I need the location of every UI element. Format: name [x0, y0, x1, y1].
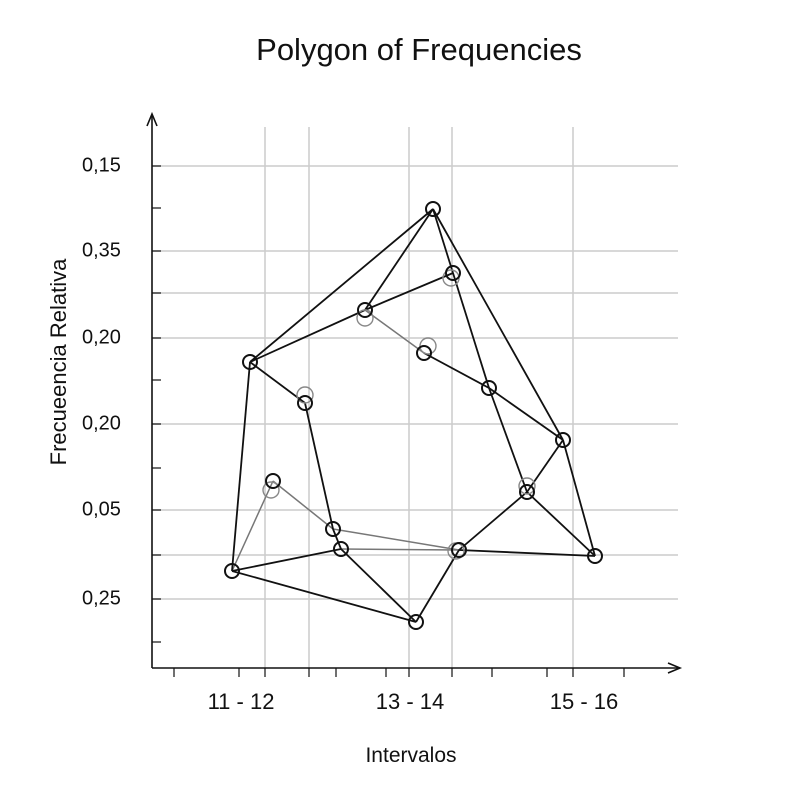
ghost-markers [262, 269, 536, 560]
edge [249, 309, 366, 363]
axis-ticks [152, 165, 625, 677]
edge [249, 361, 306, 404]
edge [231, 570, 417, 623]
ghost-marker [356, 309, 374, 327]
ghost-marker [262, 481, 280, 499]
edge [249, 208, 434, 363]
edge [432, 208, 454, 274]
edge [432, 208, 564, 441]
point-marker [265, 473, 281, 489]
edge [332, 528, 460, 551]
point-marker [224, 563, 240, 579]
point-marker [445, 265, 461, 281]
ghost-marker [296, 386, 314, 404]
axes [146, 111, 683, 674]
point-marker [587, 548, 603, 564]
point-marker [555, 432, 571, 448]
edge [272, 480, 334, 530]
edge [452, 272, 490, 389]
x-tick-label: 11 - 12 [207, 689, 275, 714]
edge [488, 387, 528, 493]
point-marker [519, 484, 535, 500]
point-marker [481, 380, 497, 396]
point-marker [357, 302, 373, 318]
edge [364, 272, 454, 311]
y-tick-label: 0,25 [82, 587, 121, 610]
chart-title: Polygon of Frequencies [256, 32, 582, 67]
edge [231, 548, 342, 572]
y-tick-label: 0,20 [82, 412, 121, 435]
edge [340, 548, 417, 623]
point-marker [297, 395, 313, 411]
edge [562, 439, 596, 557]
y-tick-label: 0,15 [82, 154, 121, 177]
grid-lines [152, 127, 678, 668]
point-marker [325, 521, 341, 537]
edge [364, 208, 434, 311]
polygon-edges [231, 208, 596, 623]
ghost-marker [419, 337, 437, 355]
point-marker [425, 201, 441, 217]
edge [231, 361, 251, 572]
edge [332, 528, 342, 550]
edge [458, 491, 528, 551]
point-marker [242, 354, 258, 370]
y-tick-label: 0,05 [82, 498, 121, 521]
ghost-marker [518, 477, 536, 495]
edge [526, 491, 596, 557]
edge [415, 549, 460, 623]
point-marker [333, 541, 349, 557]
edge [458, 549, 596, 557]
edge [340, 548, 460, 551]
x-tick-label: 15 - 16 [549, 689, 619, 714]
edge [423, 352, 490, 389]
point-marker [416, 345, 432, 361]
data-point-markers [224, 201, 603, 630]
edge [304, 402, 334, 530]
x-tick-label: 13 - 14 [375, 689, 445, 714]
point-marker [408, 614, 424, 630]
y-tick-label: 0,20 [82, 326, 121, 349]
x-axis-label: Intervalos [365, 744, 457, 767]
edge [526, 439, 564, 493]
y-tick-label: 0,35 [82, 239, 121, 262]
edge [488, 387, 564, 441]
point-marker [451, 542, 467, 558]
edge [364, 309, 425, 354]
